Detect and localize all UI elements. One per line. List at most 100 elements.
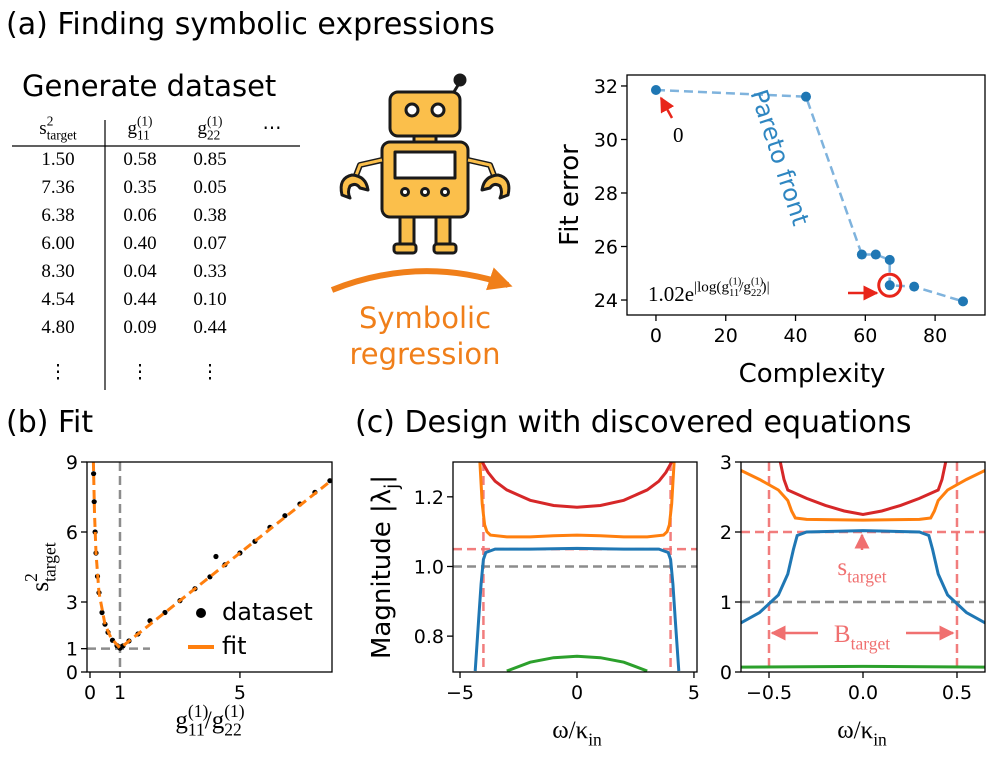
annotation: starget (837, 554, 886, 587)
data-point (856, 249, 867, 260)
table-cell: 0.40 (123, 233, 156, 254)
data-point (91, 499, 97, 505)
panel-title: (a) Finding symbolic expressions (6, 7, 495, 42)
data-point (884, 280, 895, 291)
table-cell: 0.06 (123, 205, 156, 226)
legend-label: fit (222, 632, 247, 660)
math-part: 22 (207, 128, 220, 143)
x-tick-label: 0.0 (848, 682, 878, 704)
series-line (741, 664, 985, 669)
y-tick-label: 0 (66, 662, 78, 684)
math-part: 11 (188, 720, 205, 740)
legend-swatch (196, 608, 206, 618)
table-cell: ⋮ (201, 362, 220, 383)
y-tick-label: 3 (66, 592, 78, 614)
data-point (99, 609, 105, 616)
table-cell: 7.36 (41, 177, 74, 198)
math-part: Magnitude |λ (367, 489, 397, 659)
regression-arrow (330, 267, 513, 293)
x-tick-label: 20 (714, 325, 738, 347)
math-part: 2 (21, 573, 41, 582)
math-part: in (873, 730, 887, 750)
math-part: g (127, 118, 137, 139)
x-tick-label: 0 (84, 682, 96, 704)
series-line (506, 654, 648, 672)
table-cell: 4.54 (41, 289, 75, 310)
y-tick-label: 9 (66, 452, 78, 474)
data-point (162, 609, 168, 616)
table-cell: 0.85 (193, 149, 226, 170)
axes-frame (626, 74, 986, 316)
x-tick-label: 0 (571, 682, 583, 704)
data-point (213, 553, 219, 560)
math-part: (1) (751, 277, 764, 288)
annotation: 0 (673, 123, 684, 147)
annotation-bg (822, 618, 902, 652)
series-line (480, 462, 674, 509)
data-point (282, 513, 288, 519)
math-part: s (837, 554, 847, 581)
math-part: target (847, 567, 887, 587)
math-part: g (197, 118, 207, 139)
x-tick-label: 5 (688, 682, 700, 704)
data-point (650, 84, 661, 95)
data-point (90, 471, 97, 477)
table-cell: 0.44 (193, 317, 227, 338)
math-part: (1) (224, 701, 245, 721)
highlight-circle (877, 272, 903, 298)
annotation: Btarget (834, 621, 890, 654)
regression-label: Symbolic (359, 301, 491, 335)
data-point (870, 249, 881, 260)
x-tick-label: 0 (650, 325, 662, 347)
y-tick-label: 28 (594, 183, 618, 205)
series-line (778, 462, 948, 517)
panel-title: (c) Design with discovered equations (355, 405, 912, 440)
panel-title: (b) Fit (6, 405, 93, 440)
y-tick-label: 2 (720, 522, 732, 544)
math-part: target (851, 634, 891, 654)
table-cell: 6.38 (41, 205, 74, 226)
math-part: (1) (137, 113, 153, 128)
x-tick-label: 40 (783, 325, 807, 347)
math-part: 11 (729, 288, 739, 299)
annotation-arrow (659, 96, 675, 119)
robot (339, 73, 511, 255)
math-part: in (588, 730, 602, 750)
y-axis-label: Magnitude |λj| (367, 475, 403, 659)
table-cell: 0.04 (123, 261, 157, 282)
math-part: ω/κ (837, 717, 873, 744)
y-tick-label: 1 (66, 639, 78, 661)
math-part: /g (739, 280, 751, 296)
x-tick-label: 1 (114, 682, 126, 704)
y-tick-label: 1 (720, 592, 732, 614)
math-part: s (27, 582, 54, 592)
math-part: g (175, 707, 188, 734)
series-line (473, 546, 681, 672)
y-tick-label: 0 (720, 662, 732, 684)
math-part: /g (205, 707, 225, 734)
math-part: ⋯ (263, 118, 282, 139)
math-part: 22 (224, 720, 242, 740)
math-part: (1) (207, 113, 223, 128)
y-tick-label: 3 (720, 452, 732, 474)
table-cell: 0.58 (123, 149, 156, 170)
math-part: B (834, 621, 851, 648)
math-part: ω/κ (552, 717, 588, 744)
table-cell: 0.33 (193, 261, 226, 282)
math-part: (1) (729, 277, 742, 288)
math-part: 2 (47, 113, 54, 128)
plot-area (87, 462, 332, 672)
x-axis-label: ω/κin (552, 717, 602, 750)
series-line (478, 462, 676, 539)
annotation-bg (826, 554, 898, 584)
table-cell: 0.09 (123, 317, 156, 338)
axes-frame (86, 461, 333, 673)
data-point (958, 296, 969, 307)
x-tick-label: −5 (446, 682, 474, 704)
table-header: s2 target (39, 113, 77, 142)
y-tick-label: 24 (594, 290, 618, 312)
math-part: 22 (751, 288, 762, 299)
y-tick-label: 1.2 (414, 487, 444, 509)
series-line (655, 88, 964, 303)
